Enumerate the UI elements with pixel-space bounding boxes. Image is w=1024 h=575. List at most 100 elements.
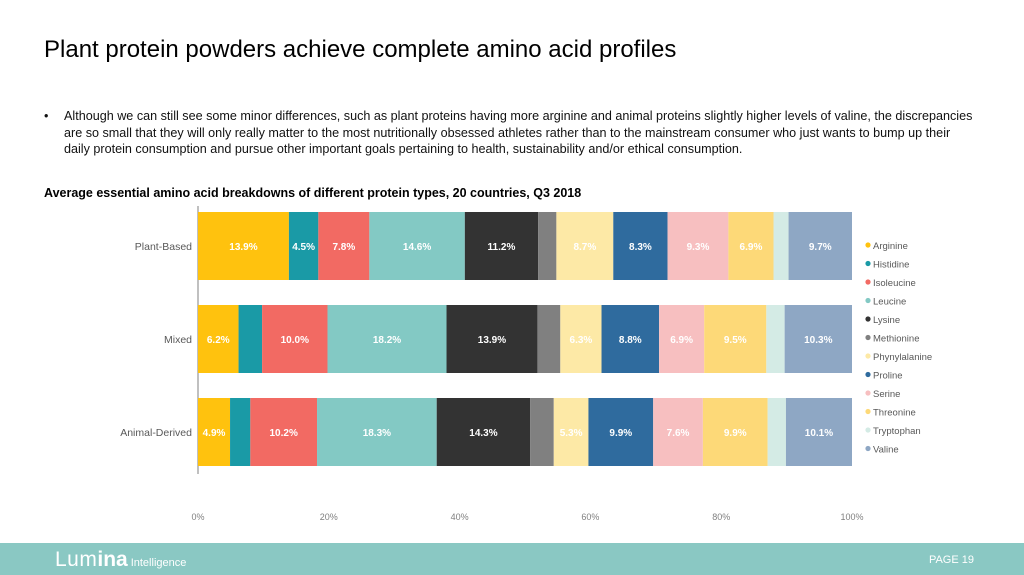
legend-entry: Proline <box>873 371 903 382</box>
bar-plant-based-histidine <box>288 212 319 280</box>
legend-marker <box>865 279 871 285</box>
data-label: 10.1% <box>805 428 833 439</box>
data-label: 8.8% <box>619 335 642 346</box>
legend-marker <box>865 408 871 415</box>
chart-title: Average essential amino acid breakdowns … <box>44 186 582 200</box>
data-label: 6.9% <box>670 335 693 346</box>
legend-marker <box>865 260 871 267</box>
logo-text-intelligence: Intelligence <box>130 557 187 569</box>
legend-entry: Isoleucine <box>873 278 916 289</box>
stacked-bar-chart: 13.9% 4.5% 7.8% 14.6% 11.2% 8.7% 8.3% 9.3% 6.9% 9… <box>120 206 932 522</box>
category-label: Animal-Derived <box>120 427 192 439</box>
bullet-dot: • <box>44 109 49 123</box>
bar-mixed-arginine <box>198 305 239 373</box>
bar-mixed-threonine <box>704 305 767 373</box>
bar-animal-derived-phynylalanine <box>553 398 589 466</box>
legend-marker <box>865 427 871 433</box>
data-label: 6.2% <box>207 335 230 346</box>
legend-marker <box>865 353 871 359</box>
bar-mixed-tryptophan <box>766 305 785 373</box>
legend-marker <box>865 242 871 248</box>
bar-animal-derived-arginine <box>198 398 231 466</box>
bar-plant-based-methionine <box>538 212 557 280</box>
data-label: 13.9% <box>478 335 506 346</box>
x-tick-label: 0% <box>191 512 204 522</box>
data-label: 9.3% <box>687 242 710 253</box>
data-label: 6.3% <box>570 335 593 346</box>
bar-plant-based-leucine <box>369 212 465 280</box>
data-label: 14.3% <box>469 428 497 439</box>
data-label: 11.2% <box>488 242 516 253</box>
bar-mixed-isoleucine <box>262 305 328 373</box>
bar-plant-based-valine <box>788 212 852 280</box>
page-number: PAGE 19 <box>928 554 974 566</box>
x-tick-label: 80% <box>712 512 730 522</box>
bar-mixed-leucine <box>327 305 447 373</box>
data-label: 4.9% <box>203 428 226 439</box>
bullet-point: • Although we can still see some minor d… <box>44 108 974 158</box>
bar-mixed-lysine <box>446 305 538 373</box>
category-label: Plant-Based <box>135 241 192 253</box>
data-label: 13.9% <box>229 242 257 253</box>
bar-animal-derived-lysine <box>436 398 531 466</box>
bar-animal-derived-leucine <box>317 398 437 466</box>
x-tick-label: 60% <box>581 512 599 522</box>
bar-mixed-valine <box>784 305 852 373</box>
bar-animal-derived-threonine <box>702 398 768 466</box>
legend-entry: Tryptophan <box>873 426 921 437</box>
x-tick-label: 100% <box>840 512 863 522</box>
bar-mixed-phynylalanine <box>560 305 602 373</box>
data-label: 9.9% <box>724 428 747 439</box>
bar-plant-based-phynylalanine <box>556 212 614 280</box>
legend-entry: Methionine <box>873 334 919 345</box>
bar-mixed-methionine <box>537 305 561 373</box>
legend-entry: Serine <box>873 389 900 400</box>
bar-plant-based-lysine <box>464 212 539 280</box>
legend-marker <box>865 445 871 452</box>
data-label: 9.5% <box>724 335 747 346</box>
bar-animal-derived-valine <box>785 398 852 466</box>
bar-mixed-serine <box>659 305 705 373</box>
legend-marker <box>865 297 871 304</box>
footer-bar <box>0 543 1024 575</box>
data-label: 10.3% <box>804 335 832 346</box>
data-label: 5.3% <box>560 428 583 439</box>
bar-animal-derived-isoleucine <box>250 398 318 466</box>
bar-plant-based-arginine <box>198 212 289 280</box>
bar-mixed-histidine <box>238 305 263 373</box>
data-label: 10.0% <box>281 335 309 346</box>
bar-animal-derived-tryptophan <box>767 398 786 466</box>
legend-entry: Lysine <box>873 315 900 326</box>
data-label: 9.7% <box>809 242 832 253</box>
bar-animal-derived-methionine <box>530 398 554 466</box>
x-tick-label: 20% <box>320 512 338 522</box>
data-label: 9.9% <box>609 428 632 439</box>
data-label: 7.8% <box>332 242 355 253</box>
legend-marker <box>865 334 871 341</box>
x-tick-label: 40% <box>451 512 469 522</box>
data-label: 6.9% <box>740 242 763 253</box>
data-label: 4.5% <box>292 242 315 253</box>
bar-plant-based-proline <box>613 212 668 280</box>
data-label: 8.7% <box>573 242 596 253</box>
legend-entry: Valine <box>873 445 899 456</box>
data-label: 18.3% <box>363 428 391 439</box>
bar-mixed-proline <box>601 305 660 373</box>
legend-entry: Leucine <box>873 297 906 308</box>
bar-plant-based-serine <box>667 212 729 280</box>
legend-entry: Histidine <box>873 260 909 271</box>
brand-logo: Lumina Intelligence <box>55 548 186 572</box>
data-label: 10.2% <box>269 428 297 439</box>
bar-plant-based-tryptophan <box>773 212 789 280</box>
legend-entry: Threonine <box>873 408 916 419</box>
category-label: Mixed <box>164 334 192 346</box>
page-title: Plant protein powders achieve complete a… <box>44 36 677 63</box>
bar-animal-derived-proline <box>588 398 654 466</box>
data-label: 14.6% <box>403 242 431 253</box>
bar-animal-derived-serine <box>653 398 703 466</box>
legend-entry: Arginine <box>873 241 908 252</box>
logo-text-lum: Lum <box>55 548 98 571</box>
data-label: 18.2% <box>373 335 401 346</box>
bar-plant-based-isoleucine <box>318 212 370 280</box>
legend-marker <box>865 390 871 396</box>
